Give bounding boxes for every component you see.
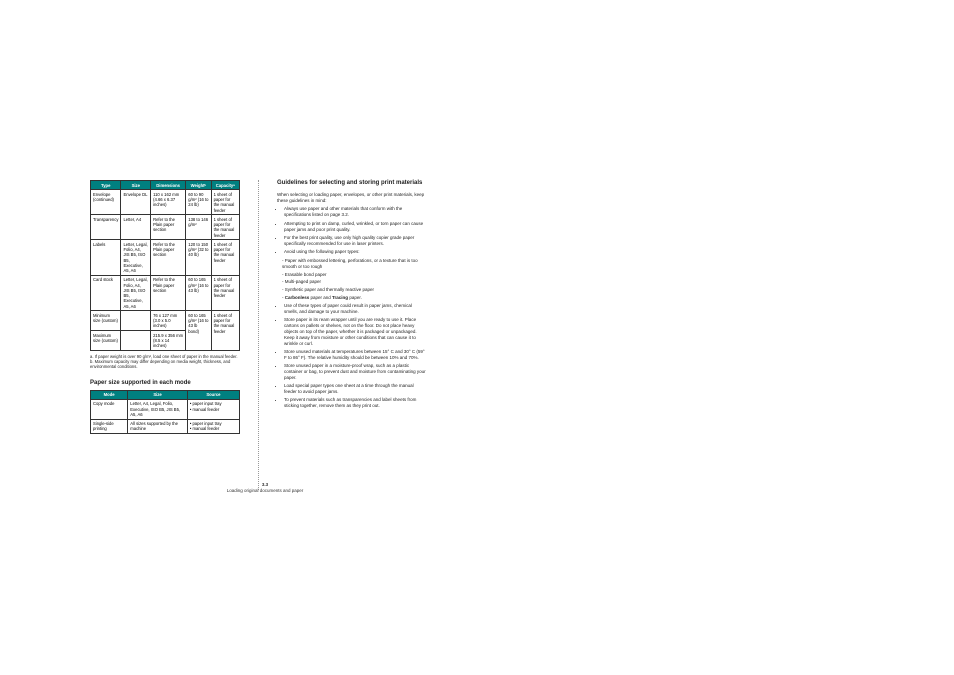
list-item: Attempting to print on damp, curled, wri… <box>284 221 427 233</box>
list-item: Store paper in its ream wrapper until yo… <box>284 317 427 346</box>
list-item: Paper with embossed lettering, perforati… <box>282 258 427 270</box>
table-row: Copy modeLetter, A4, Legal, Folio, Execu… <box>91 399 240 419</box>
table-cell: Letter, A4, Legal, Folio, Executive, ISO… <box>128 399 188 419</box>
table-cell: 215.9 x 356 mm (8.5 x 14 inches) <box>151 331 186 351</box>
table-cell: Refer to the Plain paper section <box>151 240 186 276</box>
table-cell: Refer to the Plain paper section <box>151 215 186 240</box>
table-cell: 1 sheet of paper for the manual feeder <box>211 215 239 240</box>
subheading-paper-size: Paper size supported in each mode <box>90 380 240 386</box>
page-number: 3.3 <box>262 482 268 487</box>
table-cell <box>121 311 151 331</box>
table-cell: Envelope DL <box>121 190 151 215</box>
table-cell: 60 to 165 g/m² (16 to 43 lb bond) <box>186 311 211 351</box>
table-cell: 1 sheet of paper for the manual feeder <box>211 311 239 351</box>
table-cell: Letter, Legal, Folio, A4, JIS B5, ISO B5… <box>121 275 151 311</box>
list-item: Store unused materials at temperatures b… <box>284 349 427 361</box>
table-cell: Maximum size (custom) <box>91 331 121 351</box>
table-cell: 120 to 150 g/m² (32 to 40 lb) <box>186 240 211 276</box>
footnotes: a. If paper weight is over 90 g/m², load… <box>90 354 240 370</box>
table-cell: Labels <box>91 240 121 276</box>
table-row: TransparencyLetter, A4Refer to the Plain… <box>91 215 240 240</box>
intro-text: When selecting or loading paper, envelop… <box>277 192 427 204</box>
table-cell: 60 to 165 g/m² (16 to 43 lb) <box>186 275 211 311</box>
table-cell: • paper input tray • manual feeder <box>187 419 239 434</box>
mode-table: ModeSizeSource Copy modeLetter, A4, Lega… <box>90 390 240 435</box>
table-cell: 76 x 127 mm (3.0 x 5.0 inches) <box>151 311 186 331</box>
sub-bullet-list: Paper with embossed lettering, perforati… <box>277 258 427 301</box>
table-cell: 60 to 90 g/m² (16 to 24 lb) <box>186 190 211 215</box>
table-cell: Card stock <box>91 275 121 311</box>
list-item: To prevent materials such as transparenc… <box>284 397 427 409</box>
table-row: Envelope (continued)Envelope DL110 x 162… <box>91 190 240 215</box>
table-row: Single-side printingAll sizes supported … <box>91 419 240 434</box>
list-item: Carbonless paper and Tracing paper. <box>282 295 427 301</box>
list-item: Erasable bond paper <box>282 272 427 278</box>
column-divider <box>258 180 259 490</box>
right-column: Guidelines for selecting and storing pri… <box>277 180 427 670</box>
table-header: Weightᵇ <box>186 181 211 190</box>
page-footer: 3.3 Loading original documents and paper <box>90 482 440 495</box>
left-column: TypeSizeDimensionsWeightᵇCapacityᵃ Envel… <box>90 180 240 670</box>
table-cell: 1 sheet of paper for the manual feeder <box>211 190 239 215</box>
table-cell: Refer to the Plain paper section <box>151 275 186 311</box>
specs-table: TypeSizeDimensionsWeightᵇCapacityᵃ Envel… <box>90 180 240 351</box>
table-cell: Letter, Legal, Folio, A4, JIS B5, ISO B5… <box>121 240 151 276</box>
bullet-list-1: Always use paper and other materials tha… <box>277 206 427 254</box>
table-row: Card stockLetter, Legal, Folio, A4, JIS … <box>91 275 240 311</box>
table-cell: Transparency <box>91 215 121 240</box>
table-cell: Copy mode <box>91 399 128 419</box>
table-cell: All sizes supported by the machine <box>128 419 188 434</box>
table-cell: Envelope (continued) <box>91 190 121 215</box>
table-cell: 110 x 162 mm (4.66 x 6.37 inches) <box>151 190 186 215</box>
list-item: Avoid using the following paper types: <box>284 249 427 255</box>
table-header: Source <box>187 390 239 399</box>
bullet-list-2: Use of these types of paper could result… <box>277 303 427 409</box>
list-item: Load special paper types one sheet at a … <box>284 383 427 395</box>
list-item: Multi-paged paper <box>282 279 427 285</box>
table-row: LabelsLetter, Legal, Folio, A4, JIS B5, … <box>91 240 240 276</box>
table-cell: Letter, A4 <box>121 215 151 240</box>
table-cell: 1 sheet of paper for the manual feeder <box>211 275 239 311</box>
list-item: Use of these types of paper could result… <box>284 303 427 315</box>
page-caption: Loading original documents and paper <box>227 488 304 493</box>
list-item: Always use paper and other materials tha… <box>284 206 427 218</box>
table-cell <box>121 331 151 351</box>
table-cell: 138 to 146 g/m² <box>186 215 211 240</box>
table-header: Mode <box>91 390 128 399</box>
table-cell: 1 sheet of paper for the manual feeder <box>211 240 239 276</box>
table-header: Type <box>91 181 121 190</box>
table-cell: • paper input tray • manual feeder <box>187 399 239 419</box>
table-cell: Minimum size (custom) <box>91 311 121 331</box>
heading-guidelines: Guidelines for selecting and storing pri… <box>277 180 427 188</box>
list-item: Store unused paper in a moisture-proof w… <box>284 363 427 381</box>
list-item: Synthetic paper and thermally reactive p… <box>282 287 427 293</box>
list-item: For the best print quality, use only hig… <box>284 235 427 247</box>
table-header: Capacityᵃ <box>211 181 239 190</box>
document-page: TypeSizeDimensionsWeightᵇCapacityᵃ Envel… <box>90 180 600 670</box>
table-row: Minimum size (custom) 76 x 127 mm (3.0 x … <box>91 311 240 331</box>
table-header: Size <box>128 390 188 399</box>
table-header: Dimensions <box>151 181 186 190</box>
footnote: b. Maximum capacity may differ depending… <box>90 359 240 370</box>
table-cell: Single-side printing <box>91 419 128 434</box>
table-header: Size <box>121 181 151 190</box>
